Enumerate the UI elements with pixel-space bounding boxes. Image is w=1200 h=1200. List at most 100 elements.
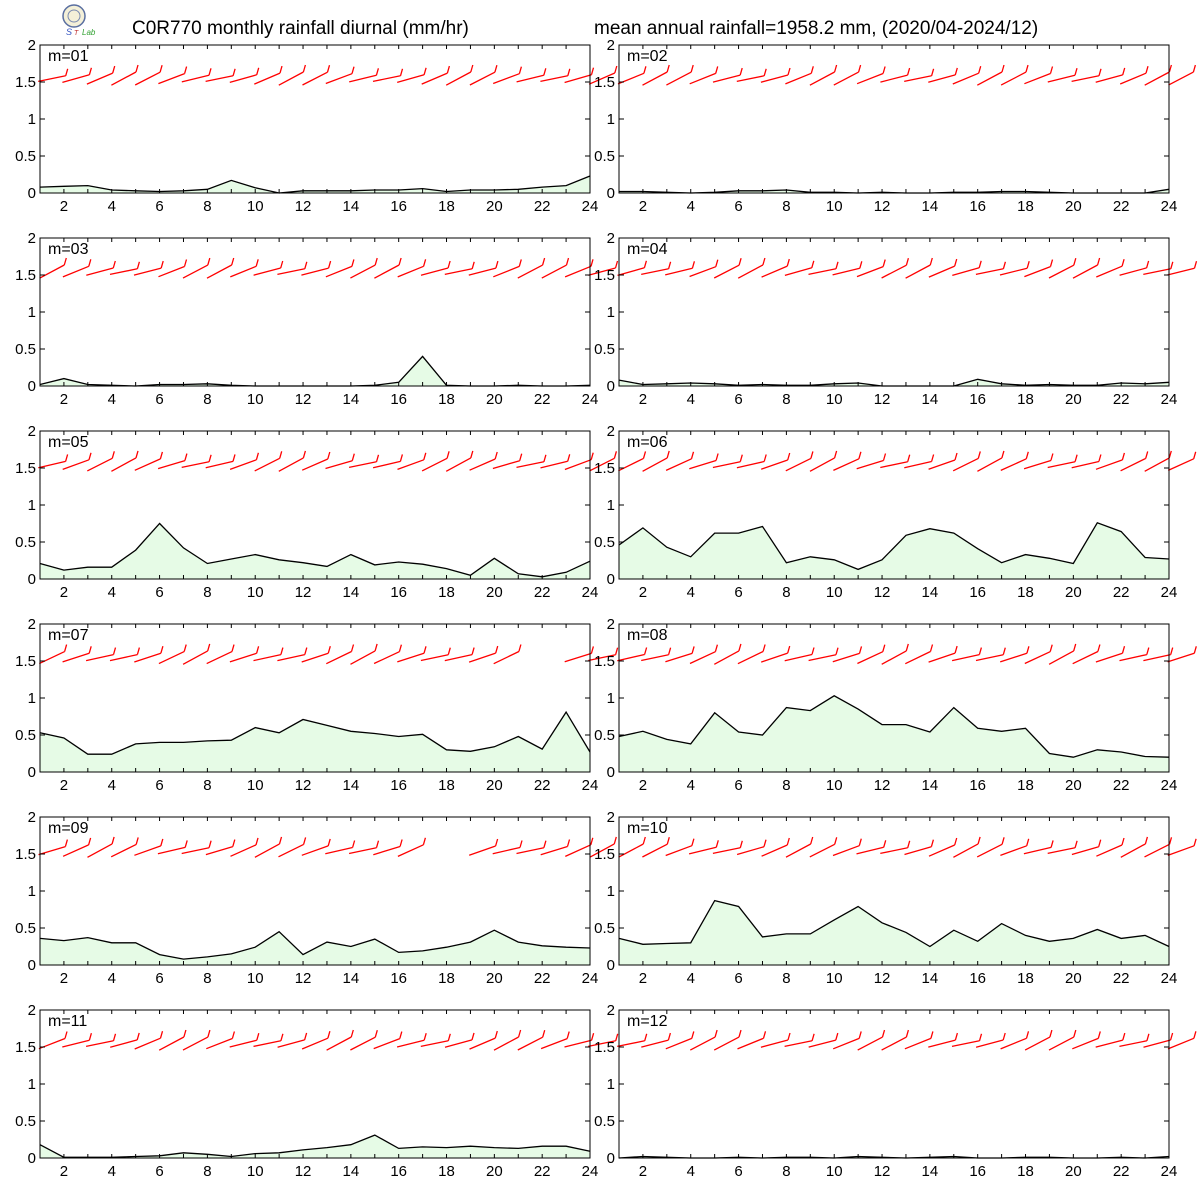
wind-barb — [1144, 843, 1170, 858]
wind-barb-flag — [518, 259, 522, 267]
wind-barb — [857, 1036, 883, 1051]
wind-barb-flag — [280, 647, 284, 655]
wind-barb-flag — [930, 68, 935, 76]
wind-barb-flag — [1002, 647, 1006, 655]
wind-barb — [277, 268, 305, 276]
wind-barb-flag — [858, 838, 862, 846]
wind-barb — [38, 460, 66, 469]
wind-barb — [1071, 460, 1100, 469]
wind-barb-flag — [111, 836, 115, 845]
wind-barb — [1095, 1039, 1123, 1048]
wind-barb-flag — [280, 260, 284, 269]
wind-barb — [396, 1039, 425, 1048]
wind-barb — [589, 843, 615, 858]
wind-barb-flag — [882, 66, 886, 74]
wind-barb — [665, 458, 692, 471]
wind-barb-flag — [183, 1029, 187, 1038]
wind-barb — [348, 461, 377, 469]
wind-barb — [110, 1039, 138, 1048]
x-tick-label: 18 — [438, 970, 455, 987]
wind-barb — [617, 267, 645, 277]
wind-barb — [158, 651, 185, 665]
wind-barb-flag — [614, 260, 619, 269]
x-tick-label: 12 — [874, 198, 891, 215]
wind-barb-flag — [858, 451, 862, 459]
y-tick-label: 2 — [607, 1002, 615, 1019]
wind-barb — [975, 654, 1004, 662]
y-tick-label: 0.5 — [594, 148, 615, 165]
wind-barb-flag — [1001, 837, 1005, 845]
x-tick-label: 20 — [1065, 391, 1082, 408]
wind-barb — [642, 843, 668, 858]
wind-barb — [301, 845, 329, 856]
wind-barb-flag — [231, 1031, 236, 1039]
wind-barb — [1024, 265, 1051, 278]
y-tick-label: 2 — [607, 423, 615, 440]
wind-barb-flag — [423, 646, 427, 654]
y-tick-label: 1 — [28, 883, 36, 900]
wind-barb — [952, 72, 979, 85]
rainfall-line-5 — [39, 522, 591, 578]
panel-label: m=01 — [48, 48, 89, 65]
wind-barb — [493, 1036, 519, 1051]
wind-barb — [761, 844, 788, 857]
rainfall-area-4 — [619, 379, 1169, 386]
wind-barb — [904, 75, 932, 83]
wind-barb-flag — [518, 66, 523, 74]
wind-barb-flag — [666, 450, 670, 459]
wind-barb-flag — [739, 67, 743, 76]
wind-barb-flag — [1097, 1031, 1101, 1039]
wind-barb — [254, 457, 280, 472]
wind-barb — [325, 265, 353, 278]
wind-barb — [373, 1037, 401, 1050]
wind-barb — [39, 264, 65, 279]
y-tick-label: 1.5 — [15, 653, 36, 670]
x-tick-label: 16 — [390, 391, 407, 408]
wind-barb — [928, 652, 956, 663]
wind-barb-flag — [183, 66, 188, 74]
wind-barb-flag — [87, 837, 92, 846]
rainfall-area-3 — [40, 356, 590, 386]
wind-barb-flag — [643, 260, 648, 268]
wind-barb — [397, 652, 425, 663]
y-tick-label: 0 — [607, 1150, 615, 1167]
x-tick-label: 18 — [438, 1163, 455, 1180]
wind-barb — [134, 652, 162, 663]
x-tick-label: 2 — [60, 1163, 68, 1180]
wind-barb — [62, 74, 90, 84]
wind-barb — [540, 845, 568, 856]
wind-barb — [469, 1037, 496, 1050]
wind-barb — [109, 268, 138, 276]
wind-barb-flag — [1121, 646, 1126, 654]
wind-barb-flag — [423, 67, 427, 75]
wind-barb — [564, 74, 592, 84]
wind-barb-flag — [1001, 64, 1005, 73]
wind-barb-flag — [882, 453, 887, 461]
wind-barb-flag — [351, 453, 355, 461]
y-tick-label: 0 — [28, 378, 36, 395]
wind-barb — [421, 457, 448, 472]
wind-barb-flag — [351, 66, 355, 74]
panel-label: m=10 — [627, 820, 668, 837]
wind-barb-flag — [111, 451, 115, 459]
y-tick-label: 2 — [607, 37, 615, 54]
wind-barb-flag — [811, 1033, 815, 1041]
wind-barb — [253, 1040, 282, 1048]
panel-label: m=05 — [48, 434, 89, 451]
wind-barb — [808, 268, 837, 276]
wind-barb-flag — [954, 258, 958, 267]
wind-barb-flag — [495, 645, 499, 654]
wind-barb-flag — [666, 64, 670, 73]
wind-barb — [39, 651, 65, 665]
wind-barb-flag — [1146, 1033, 1150, 1041]
wind-barb-flag — [614, 647, 619, 655]
wind-barbs-12 — [617, 1029, 1197, 1051]
wind-barb — [134, 1037, 161, 1050]
wind-barb-flag — [494, 838, 499, 847]
wind-barb — [952, 267, 980, 277]
wind-barb-flag — [715, 66, 719, 74]
wind-barb — [373, 651, 400, 665]
wind-barb-flag — [1168, 64, 1173, 73]
plot-frame — [618, 237, 1170, 387]
wind-barb-flag — [112, 1033, 117, 1041]
